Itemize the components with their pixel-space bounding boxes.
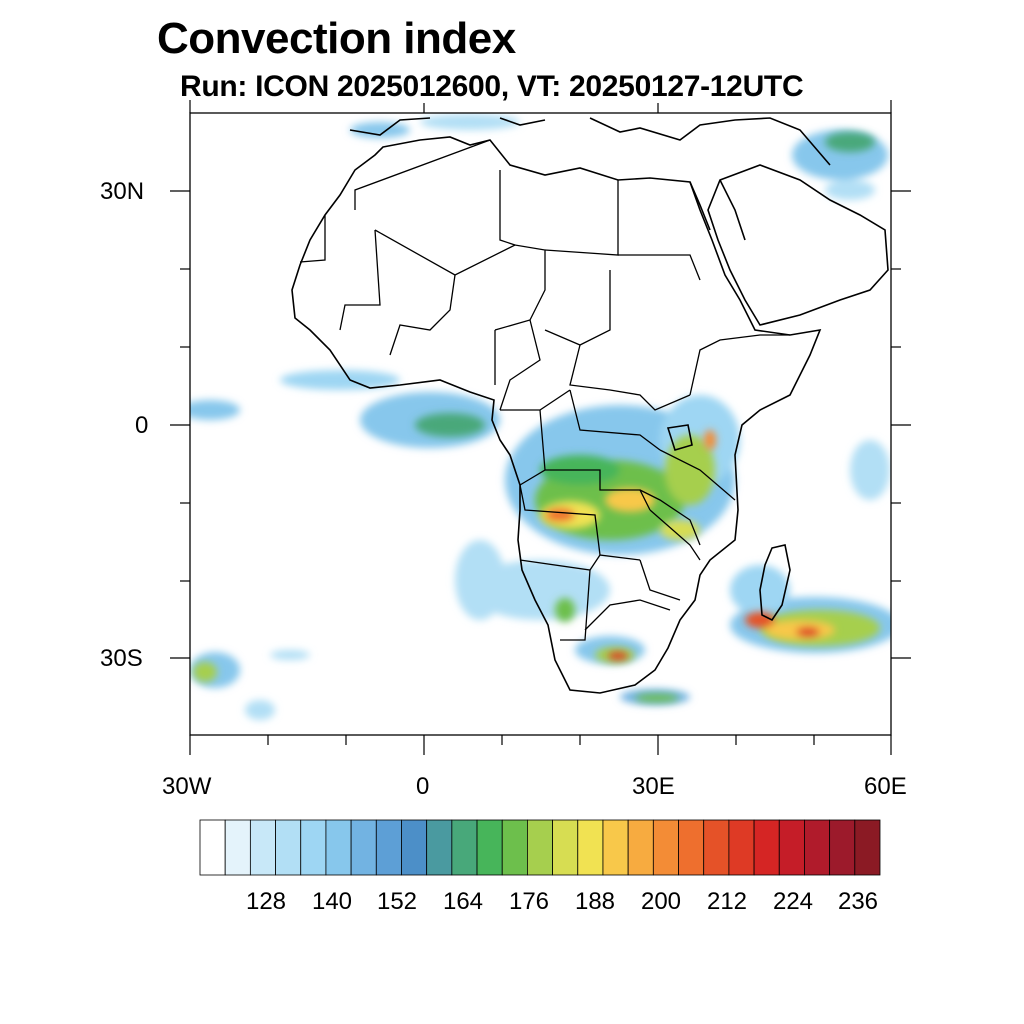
coastlines [291,117,889,694]
colorbar-swatch [778,819,805,876]
colorbar-swatch [854,819,881,876]
colorbar-label: 200 [640,888,682,915]
x-tick-label: 0 [416,773,430,800]
colorbar-swatch [728,819,755,876]
colorbar-swatch [602,819,629,876]
colorbar-swatch [451,819,478,876]
colorbar-swatch [527,819,553,876]
x-tick-label: 30E [632,773,675,800]
colorbar-label: 164 [442,888,484,915]
x-tick-label: 30W [162,773,212,800]
colorbar-swatch [401,819,428,876]
convection-field [190,114,891,720]
colorbar-swatch [552,819,579,876]
colorbar-swatch [703,819,730,876]
colorbar-swatch [678,819,705,876]
colorbar-swatch [375,819,402,876]
run-subtitle: Run: ICON 2025012600, VT: 20250127-12UTC [180,70,804,103]
y-tick-label: 0 [135,412,149,439]
colorbar-swatch [426,819,453,876]
colorbar-swatch [300,819,327,876]
colorbar-swatch [350,819,377,876]
colorbar-swatch [275,819,302,876]
colorbar-swatch [627,819,654,876]
colorbar-swatch [249,819,276,876]
x-tick-label: 60E [864,773,907,800]
country-borders [299,139,790,641]
page-title: Convection index [157,14,516,63]
colorbar-label: 140 [311,888,353,915]
colorbar-swatch [829,819,856,876]
colorbar-label: 224 [772,888,814,915]
colorbar-swatch [804,819,831,876]
colorbar-swatch [476,819,503,876]
colorbar-swatch [224,819,251,876]
map-frame [189,112,892,736]
colorbar-label: 188 [574,888,616,915]
colorbar-swatch [652,819,679,876]
colorbar [199,819,881,876]
colorbar-swatch [753,819,780,876]
colorbar-swatch [325,819,352,876]
colorbar-label: 236 [837,888,879,915]
axis-ticks [170,100,911,755]
y-tick-label: 30N [100,178,145,205]
y-tick-label: 30S [100,645,143,672]
colorbar-swatch [199,819,226,876]
colorbar-label: 176 [508,888,550,915]
colorbar-swatch [577,819,604,876]
colorbar-label: 212 [706,888,748,915]
colorbar-label: 152 [376,888,418,915]
colorbar-label: 128 [245,888,287,915]
colorbar-swatch [501,819,528,876]
